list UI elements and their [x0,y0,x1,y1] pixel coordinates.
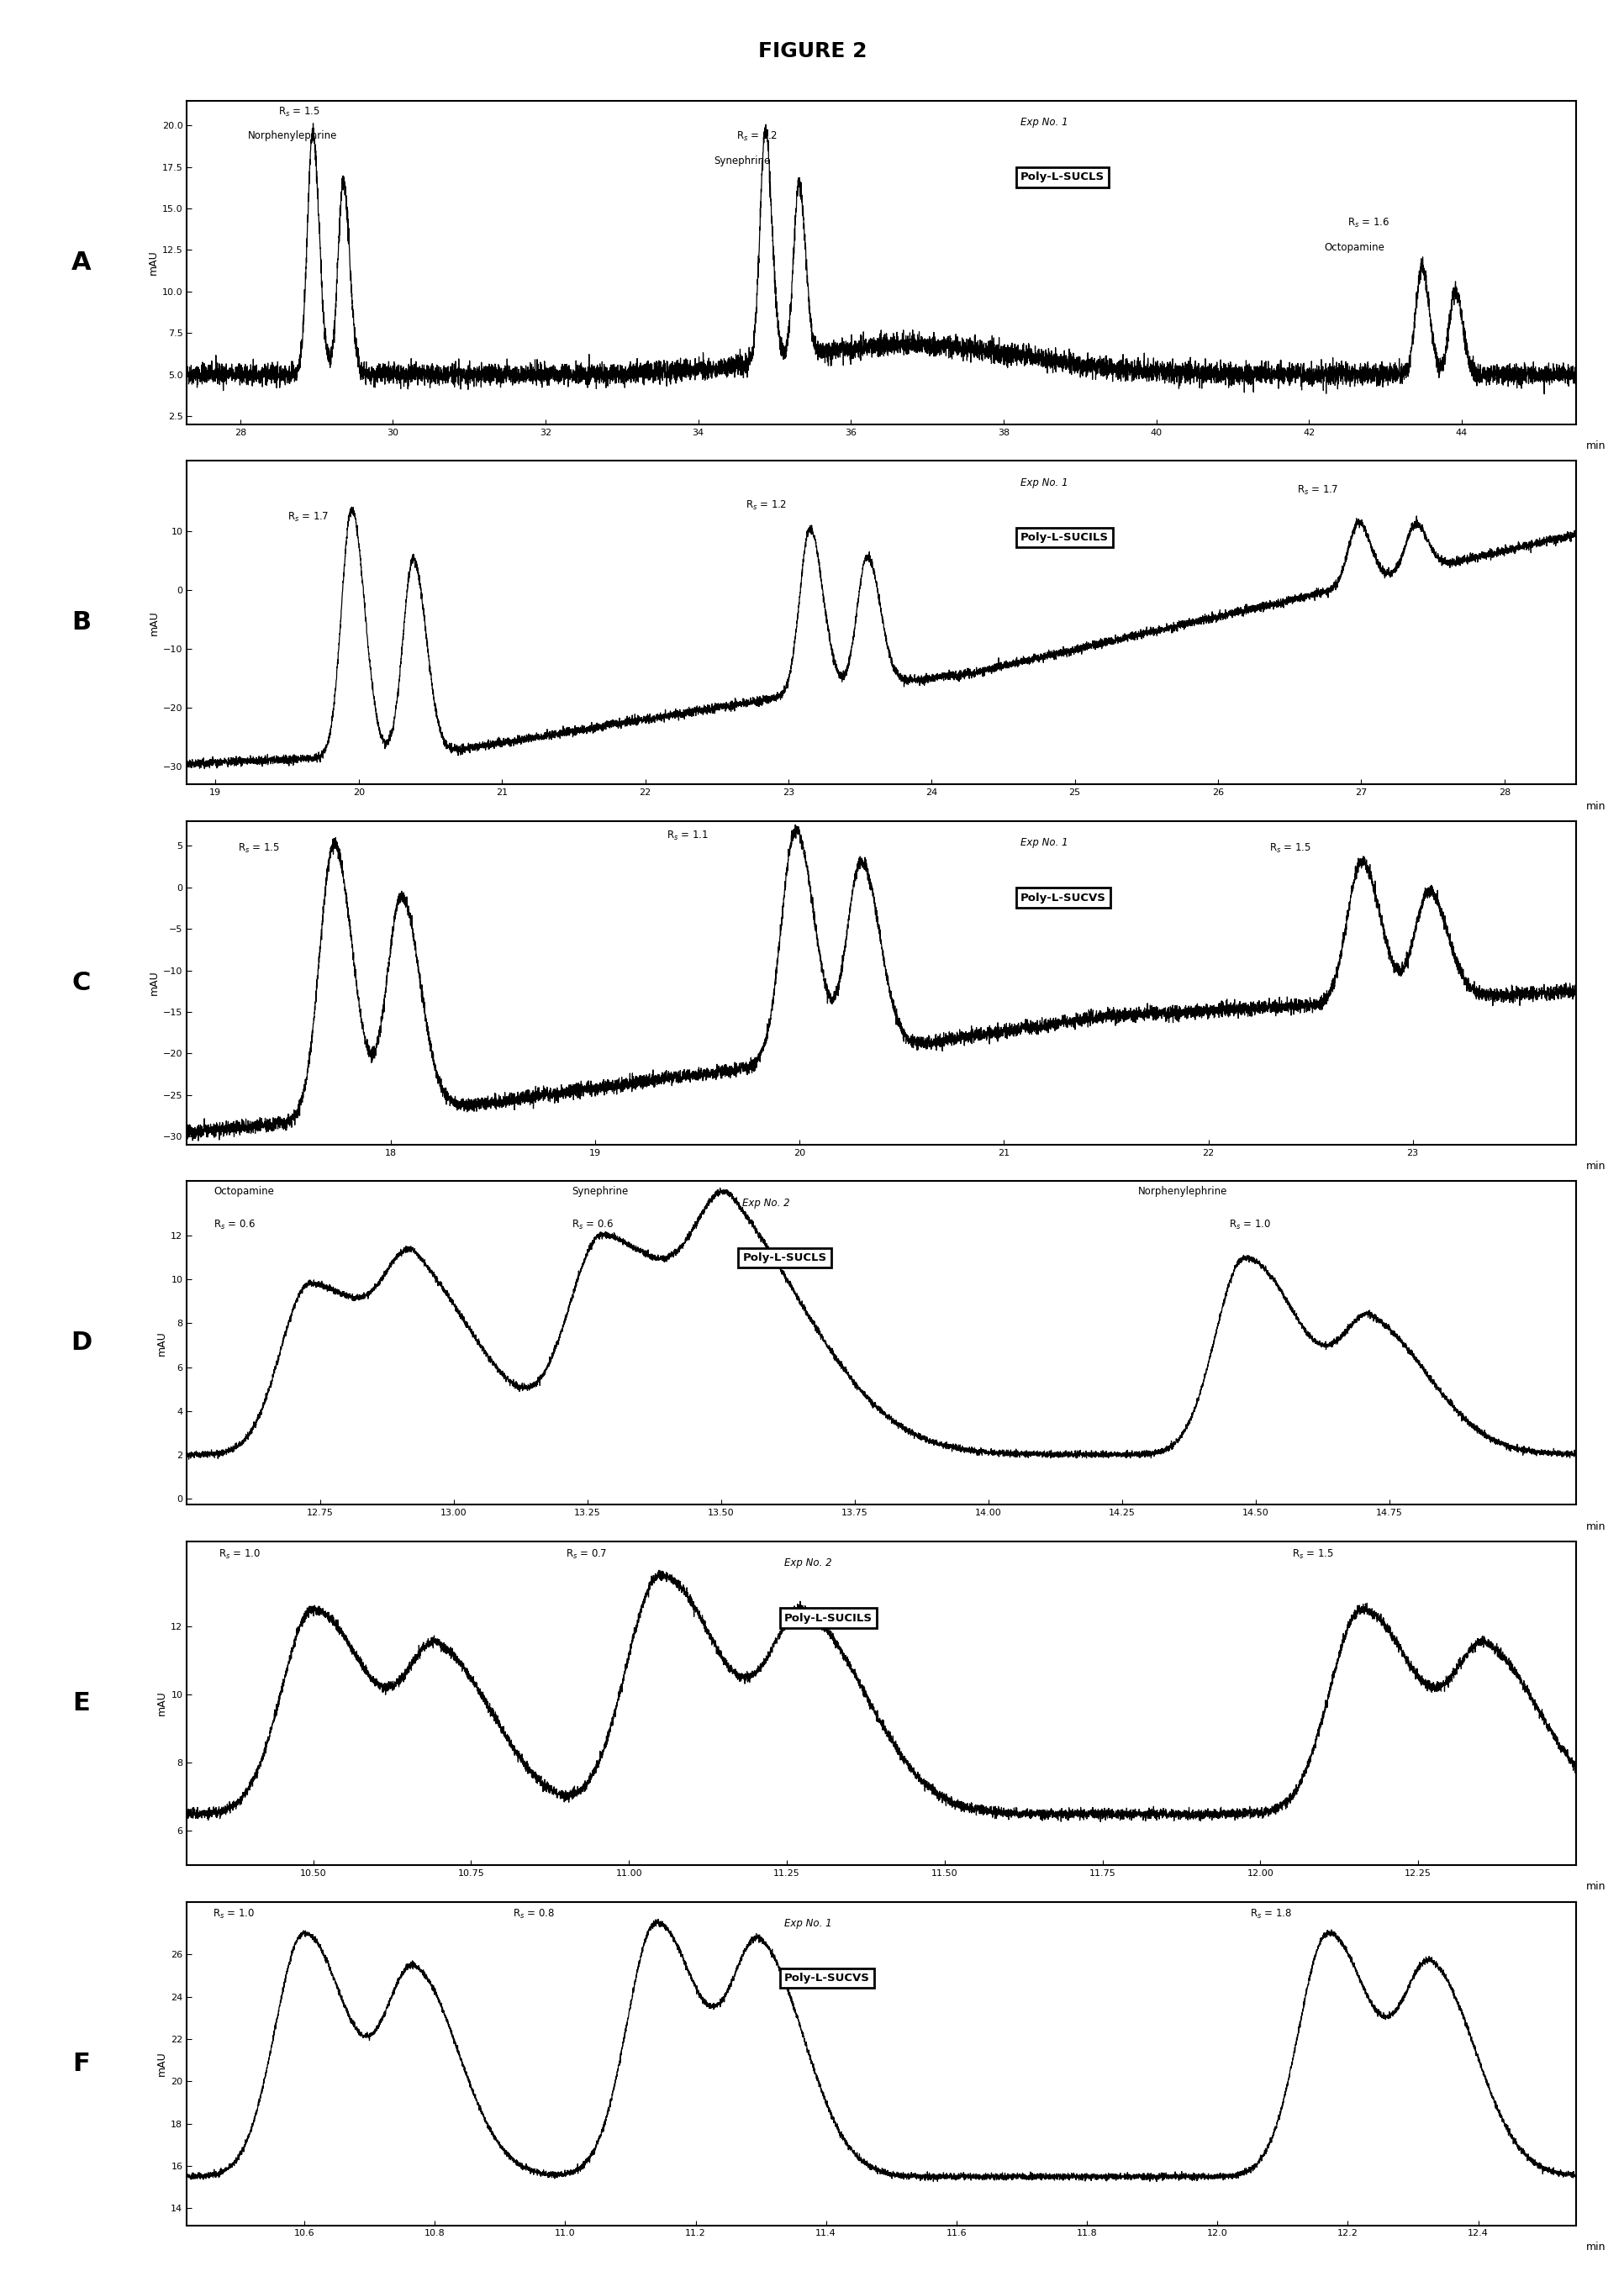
Text: R$_s$ = 1.0: R$_s$ = 1.0 [213,1907,255,1921]
Text: R$_s$ = 0.6: R$_s$ = 0.6 [213,1219,255,1230]
Text: Exp No. 1: Exp No. 1 [1020,837,1067,848]
Text: R$_s$ = 1.5: R$_s$ = 1.5 [278,105,320,119]
Text: R$_s$ = 1.7: R$_s$ = 1.7 [287,510,328,524]
Y-axis label: mAU: mAU [156,1690,167,1715]
Text: R$_s$ = 0.8: R$_s$ = 0.8 [513,1907,554,1921]
Text: R$_s$ = 1.2: R$_s$ = 1.2 [745,499,786,512]
Text: Octopamine: Octopamine [213,1185,274,1196]
Text: Octopamine: Octopamine [1324,242,1384,252]
Text: R$_s$ = 1.5: R$_s$ = 1.5 [1291,1548,1333,1562]
Text: Exp No. 1: Exp No. 1 [784,1919,831,1928]
Y-axis label: mAU: mAU [156,2051,167,2077]
Text: Poly-L-SUCILS: Poly-L-SUCILS [784,1612,872,1624]
Text: Poly-L-SUCLS: Poly-L-SUCLS [1020,172,1104,183]
Text: Poly-L-SUCLS: Poly-L-SUCLS [742,1253,827,1262]
Text: Norphenylephrine: Norphenylephrine [248,130,338,142]
Text: Norphenylephrine: Norphenylephrine [1137,1185,1226,1196]
Text: R$_s$ = 1.0: R$_s$ = 1.0 [1228,1219,1270,1230]
Text: min: min [1585,441,1605,451]
Text: min: min [1585,800,1605,812]
Text: A: A [71,249,91,274]
Text: Exp No. 2: Exp No. 2 [742,1198,789,1208]
Text: F: F [73,2051,89,2077]
Text: R$_s$ = 1.2: R$_s$ = 1.2 [736,130,778,144]
Text: min: min [1585,2241,1605,2253]
Text: R$_s$ = 1.5: R$_s$ = 1.5 [237,842,279,855]
Text: Poly-L-SUCILS: Poly-L-SUCILS [1020,533,1108,542]
Y-axis label: mAU: mAU [156,1331,167,1356]
Text: R$_s$ = 1.0: R$_s$ = 1.0 [218,1548,260,1562]
Text: R$_s$ = 1.8: R$_s$ = 1.8 [1249,1907,1291,1921]
Text: D: D [70,1331,93,1356]
Text: R$_s$ = 1.5: R$_s$ = 1.5 [1268,842,1311,855]
Text: R$_s$ = 1.1: R$_s$ = 1.1 [666,830,708,842]
Y-axis label: mAU: mAU [148,970,159,995]
Text: R$_s$ = 0.7: R$_s$ = 0.7 [565,1548,607,1562]
Text: B: B [71,611,91,636]
Text: FIGURE 2: FIGURE 2 [758,41,866,62]
Text: R$_s$ = 0.6: R$_s$ = 0.6 [572,1219,614,1230]
Text: Synephrine: Synephrine [572,1185,628,1196]
Text: Exp No. 1: Exp No. 1 [1020,117,1067,128]
Y-axis label: mAU: mAU [148,249,159,274]
Text: min: min [1585,1162,1605,1171]
Text: Synephrine: Synephrine [713,156,770,167]
Y-axis label: mAU: mAU [148,611,159,636]
Text: Exp No. 2: Exp No. 2 [784,1557,831,1569]
Text: min: min [1585,1521,1605,1532]
Text: C: C [71,970,91,995]
Text: R$_s$ = 1.6: R$_s$ = 1.6 [1346,217,1389,229]
Text: E: E [73,1690,89,1715]
Text: Poly-L-SUCVS: Poly-L-SUCVS [1020,892,1106,903]
Text: R$_s$ = 1.7: R$_s$ = 1.7 [1296,485,1338,496]
Text: min: min [1585,1882,1605,1891]
Text: Exp No. 1: Exp No. 1 [1020,478,1067,487]
Text: Poly-L-SUCVS: Poly-L-SUCVS [784,1974,869,1983]
